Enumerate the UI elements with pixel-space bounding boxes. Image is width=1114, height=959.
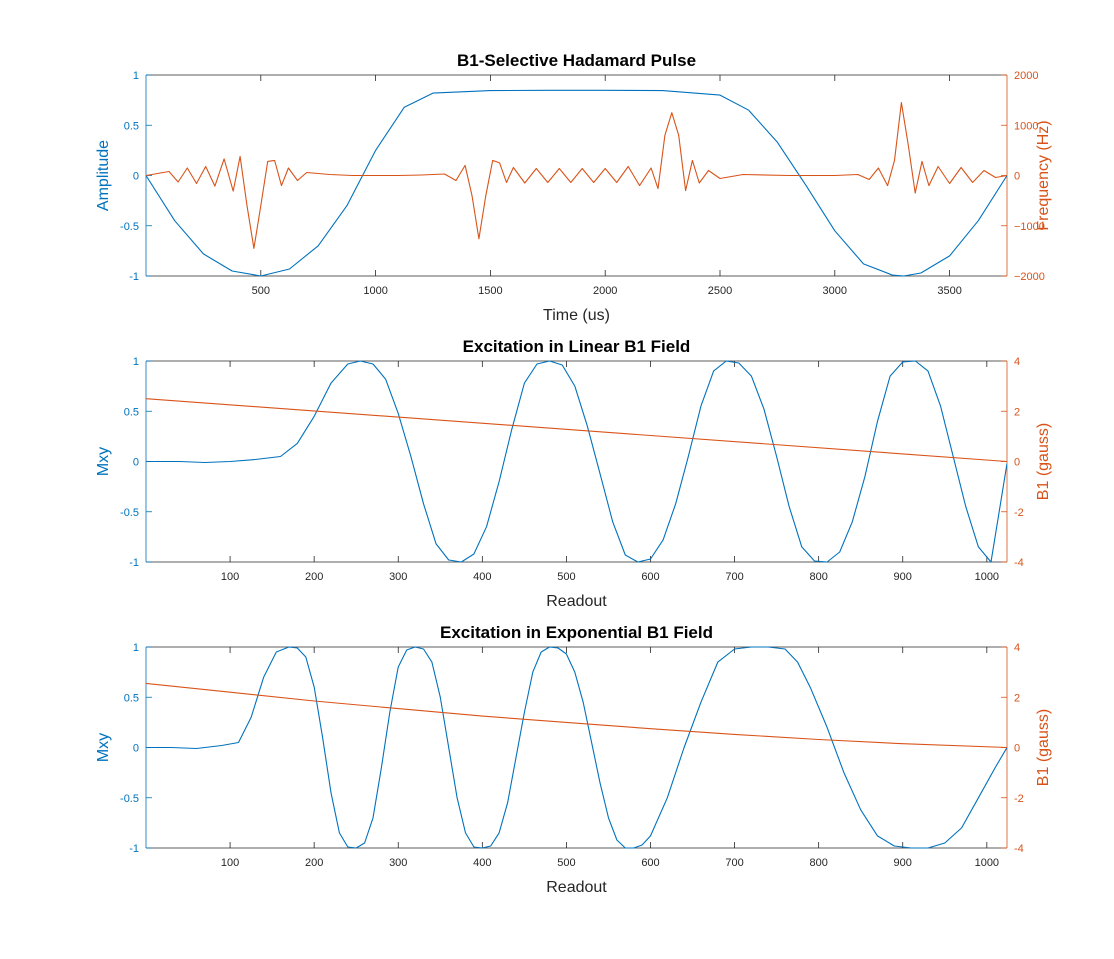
right-y-axis-label: B1 (gauss) — [1035, 709, 1052, 786]
left-y-axis-label: Mxy — [95, 447, 112, 476]
right-axis-series-line — [146, 102, 1007, 249]
plot-area — [146, 361, 1007, 562]
left-y-tick-label: 1 — [133, 642, 139, 654]
x-tick-label: 200 — [305, 571, 323, 583]
x-tick-label: 500 — [557, 571, 575, 583]
x-tick-label: 800 — [809, 857, 827, 869]
left-y-tick-label: -1 — [129, 271, 139, 283]
subplot-title: B1-Selective Hadamard Pulse — [457, 51, 696, 70]
x-axis-label: Readout — [546, 593, 607, 610]
x-tick-label: 600 — [641, 571, 659, 583]
left-y-tick-label: -1 — [129, 843, 139, 855]
x-tick-label: 2000 — [593, 285, 617, 297]
right-y-axis-label: Frequency (Hz) — [1035, 120, 1052, 230]
x-tick-label: 300 — [389, 571, 407, 583]
left-y-tick-label: -1 — [129, 557, 139, 569]
x-tick-label: 500 — [557, 857, 575, 869]
left-axis-series-line — [146, 646, 1007, 849]
x-axis-label: Time (us) — [543, 307, 610, 324]
left-y-tick-label: 0.5 — [124, 692, 139, 704]
subplot-3: 100 200 300 400 500 600 700 800 900 1000 -1 -0.5 0 0.… — [95, 623, 1052, 896]
x-tick-label: 2500 — [708, 285, 732, 297]
right-y-tick-label: 1000 — [1014, 120, 1038, 132]
left-y-tick-label: 0 — [133, 457, 139, 469]
left-y-axis-label: Mxy — [95, 733, 112, 762]
subplot-title: Excitation in Linear B1 Field — [463, 337, 691, 356]
x-tick-label: 3000 — [823, 285, 847, 297]
subplot-title: Excitation in Exponential B1 Field — [440, 623, 713, 642]
x-tick-label: 100 — [221, 571, 239, 583]
right-axis-series-line — [146, 398, 1007, 463]
left-y-tick-label: -0.5 — [120, 793, 139, 805]
left-y-axis-label: Amplitude — [95, 140, 112, 211]
right-y-tick-label: 2 — [1014, 406, 1020, 418]
right-y-tick-label: −1000 — [1014, 221, 1045, 233]
left-axis-series-line — [146, 360, 1007, 563]
left-y-tick-label: -0.5 — [120, 221, 139, 233]
right-y-tick-label: -4 — [1014, 843, 1024, 855]
left-y-tick-label: 1 — [133, 70, 139, 82]
right-axis-series-line — [146, 682, 1007, 749]
right-y-tick-label: 0 — [1014, 457, 1020, 469]
left-y-tick-label: -0.5 — [120, 507, 139, 519]
left-y-tick-label: 0 — [133, 743, 139, 755]
right-y-tick-label: 0 — [1014, 171, 1020, 183]
right-y-tick-label: 4 — [1014, 356, 1020, 368]
right-y-tick-label: -4 — [1014, 557, 1024, 569]
x-tick-label: 400 — [473, 857, 491, 869]
subplot-2: 100 200 300 400 500 600 700 800 900 1000 -1 -0.5 0 0.… — [95, 337, 1052, 610]
x-tick-label: 700 — [725, 857, 743, 869]
right-y-tick-label: -2 — [1014, 793, 1024, 805]
x-tick-label: 400 — [473, 571, 491, 583]
x-tick-label: 1500 — [478, 285, 502, 297]
left-y-tick-label: 0.5 — [124, 406, 139, 418]
left-y-tick-label: 0.5 — [124, 120, 139, 132]
right-y-tick-label: 0 — [1014, 743, 1020, 755]
x-tick-label: 100 — [221, 857, 239, 869]
x-tick-label: 900 — [894, 857, 912, 869]
right-y-tick-label: 2 — [1014, 692, 1020, 704]
x-tick-label: 900 — [894, 571, 912, 583]
left-axis-series-line — [146, 89, 1007, 277]
x-tick-label: 300 — [389, 857, 407, 869]
right-y-tick-label: 4 — [1014, 642, 1020, 654]
x-tick-label: 700 — [725, 571, 743, 583]
x-axis-label: Readout — [546, 879, 607, 896]
x-tick-label: 1000 — [363, 285, 387, 297]
right-y-tick-label: 2000 — [1014, 70, 1038, 82]
x-tick-label: 200 — [305, 857, 323, 869]
left-y-tick-label: 0 — [133, 171, 139, 183]
right-y-axis-label: B1 (gauss) — [1035, 423, 1052, 500]
right-y-tick-label: -2 — [1014, 507, 1024, 519]
subplot-1: 500 1000 1500 2000 2500 3000 3500 -1 -0.5 0 0.5 1 −2… — [95, 51, 1052, 324]
x-tick-label: 800 — [809, 571, 827, 583]
left-y-tick-label: 1 — [133, 356, 139, 368]
x-tick-label: 1000 — [975, 857, 999, 869]
x-tick-label: 1000 — [975, 571, 999, 583]
x-tick-label: 600 — [641, 857, 659, 869]
x-tick-label: 3500 — [937, 285, 961, 297]
x-tick-label: 500 — [252, 285, 270, 297]
right-y-tick-label: −2000 — [1014, 271, 1045, 283]
